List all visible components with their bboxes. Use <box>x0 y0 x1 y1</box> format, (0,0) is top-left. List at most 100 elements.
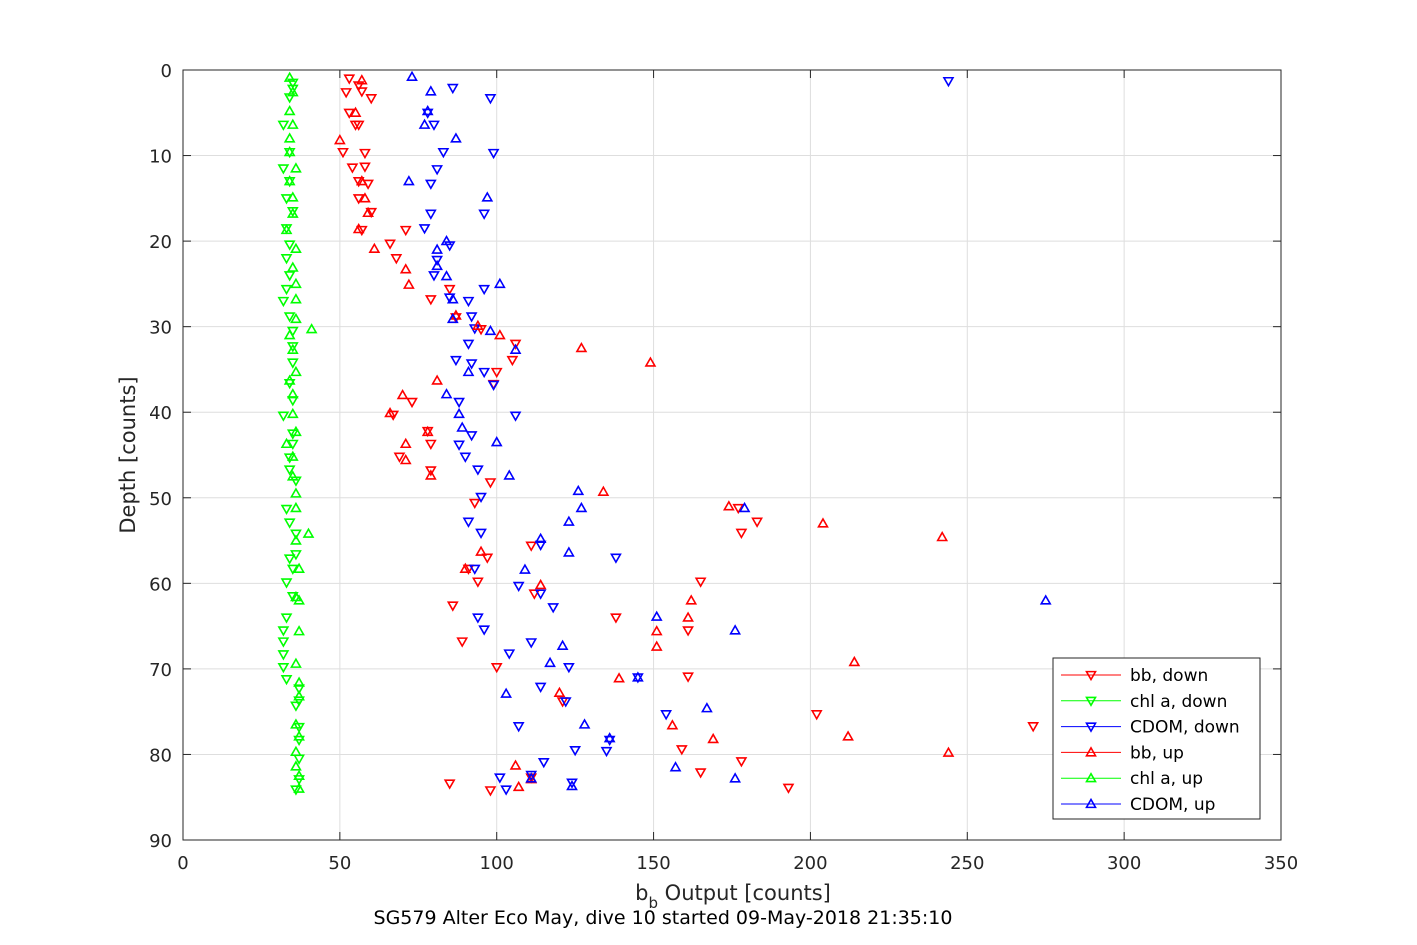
y-tick-label: 60 <box>149 574 172 595</box>
data-point <box>277 663 290 674</box>
data-point <box>472 577 484 588</box>
data-point <box>534 532 547 544</box>
series-2 <box>418 76 955 796</box>
x-tick-label: 0 <box>177 853 188 874</box>
data-point <box>468 564 481 575</box>
data-point <box>462 517 475 528</box>
data-point <box>525 772 538 783</box>
data-point <box>512 581 525 593</box>
data-point <box>465 431 478 442</box>
data-point <box>613 672 625 683</box>
data-point <box>293 696 305 707</box>
data-point <box>286 342 299 353</box>
data-point <box>553 686 566 698</box>
data-point <box>283 374 296 385</box>
data-point <box>603 735 616 747</box>
data-point <box>431 243 443 254</box>
data-point <box>660 710 672 721</box>
data-point <box>359 162 371 173</box>
data-point <box>418 224 431 235</box>
data-point <box>735 528 748 539</box>
x-tick-label: 200 <box>793 853 827 874</box>
data-point <box>368 242 381 253</box>
data-point <box>484 478 497 489</box>
data-point <box>650 625 663 636</box>
data-point <box>283 71 296 82</box>
data-point <box>525 638 538 649</box>
data-point <box>500 785 513 796</box>
x-tick-label: 50 <box>328 853 351 874</box>
legend-marker <box>1085 722 1097 733</box>
data-point <box>280 613 293 624</box>
data-point <box>487 148 500 160</box>
data-point <box>290 534 302 545</box>
data-point <box>475 492 487 504</box>
data-point <box>399 454 412 465</box>
x-tick-label: 300 <box>1107 853 1141 874</box>
data-point <box>283 312 296 323</box>
data-point <box>475 545 487 556</box>
data-point <box>431 165 443 176</box>
series-5 <box>402 70 1052 791</box>
data-point <box>290 529 302 540</box>
data-point <box>365 207 378 219</box>
data-point <box>293 782 305 793</box>
legend: bb, down chl a, down CDOM, down bb, up chl a… <box>1052 657 1261 820</box>
data-point <box>509 759 522 770</box>
data-point <box>280 254 293 265</box>
data-point <box>305 323 318 334</box>
data-point <box>280 437 293 449</box>
data-point <box>293 690 305 701</box>
data-point <box>293 769 305 781</box>
data-point <box>352 223 365 234</box>
data-point <box>283 329 296 340</box>
data-point <box>729 624 742 635</box>
legend-marker <box>1085 746 1097 757</box>
data-point <box>456 421 469 432</box>
data-point <box>277 637 290 648</box>
data-point <box>277 626 290 637</box>
x-axis-ticks: 0 50 100 150 200 250 300 350 <box>177 70 1298 874</box>
data-point <box>666 719 679 730</box>
data-point <box>682 611 694 622</box>
data-point <box>478 209 491 220</box>
data-point <box>293 730 305 741</box>
data-point <box>1027 722 1040 733</box>
data-point <box>722 500 735 511</box>
data-point <box>566 779 578 791</box>
data-point <box>453 407 465 419</box>
data-point <box>424 439 437 450</box>
data-point <box>525 770 538 782</box>
data-point <box>286 450 299 461</box>
legend-entry-label: CDOM, up <box>1130 795 1215 815</box>
data-point <box>286 564 299 575</box>
data-point <box>597 485 610 496</box>
x-axis-label-subscript: b <box>648 894 658 912</box>
data-point <box>286 470 299 481</box>
data-point <box>509 411 522 422</box>
data-point <box>293 594 305 605</box>
data-point <box>493 773 506 784</box>
data-point <box>283 453 296 464</box>
legend-entry-label: bb, down <box>1130 666 1208 686</box>
data-point <box>290 718 302 729</box>
data-point <box>283 240 296 251</box>
data-point <box>544 656 556 668</box>
data-point <box>290 657 302 668</box>
data-point <box>286 343 299 354</box>
data-point <box>440 388 453 399</box>
data-point <box>632 671 644 682</box>
data-point <box>610 613 622 624</box>
data-point <box>277 411 290 422</box>
data-point <box>349 106 362 117</box>
data-point <box>475 528 487 539</box>
data-point <box>431 255 443 267</box>
data-point <box>751 517 763 528</box>
data-point <box>277 120 290 131</box>
y-tick-label: 40 <box>149 403 172 424</box>
data-point <box>402 175 415 186</box>
data-point <box>384 239 396 250</box>
data-point <box>428 271 440 282</box>
legend-entry-label: bb, up <box>1130 743 1184 763</box>
data-point <box>290 242 302 253</box>
